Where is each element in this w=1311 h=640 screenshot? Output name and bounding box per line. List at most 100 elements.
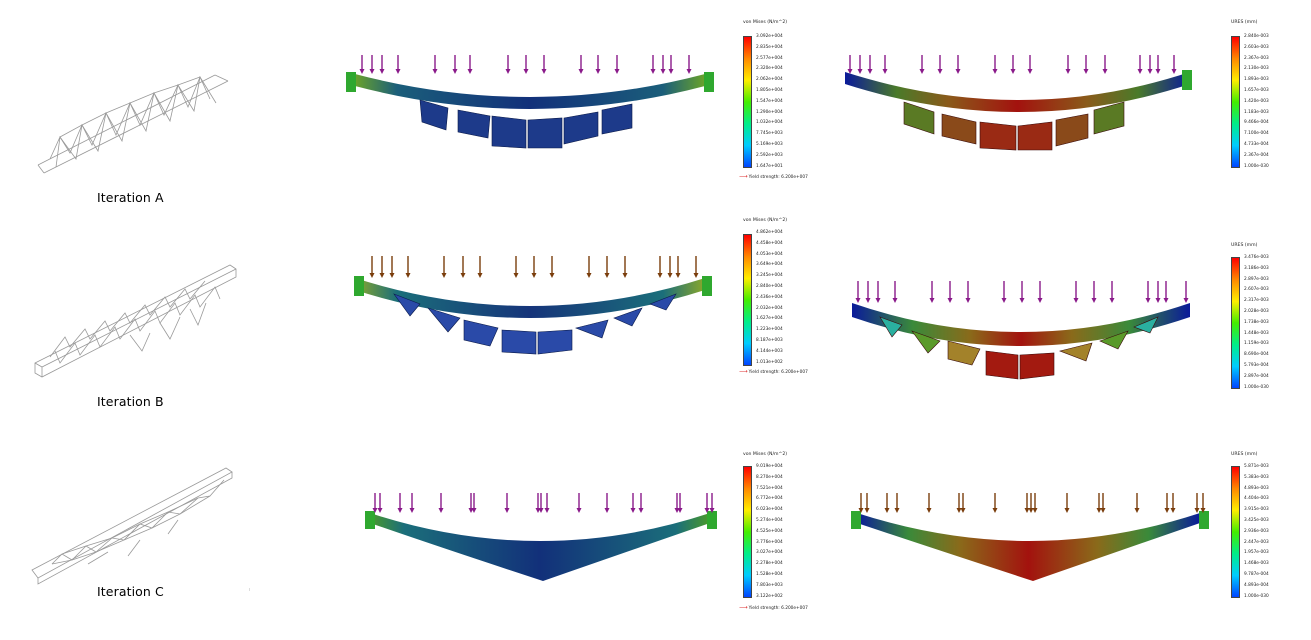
load-arrow-head xyxy=(956,508,962,513)
fixtures xyxy=(365,511,717,529)
displacement-plot-a xyxy=(845,55,1192,151)
legend-tick-label: 3.915e-003 xyxy=(1244,507,1269,513)
load-arrow-head xyxy=(1102,69,1108,74)
legend-tick-label: 2.367e-004 xyxy=(1244,152,1269,158)
legend-tick-label: 7.745e+003 xyxy=(756,131,783,137)
load-arrow-head xyxy=(538,508,544,513)
load-arrow-head xyxy=(1028,508,1034,513)
legend-tick-label: 5.274e+004 xyxy=(756,518,783,523)
load-arrow-head xyxy=(614,69,620,74)
load-arrow-head xyxy=(1147,69,1153,74)
load-arrow-head xyxy=(704,508,710,513)
iteration-c-thumbnail xyxy=(31,467,233,585)
displacement-legend-bar xyxy=(1231,466,1240,598)
load-arrow-head xyxy=(864,508,870,513)
load-arrow-head xyxy=(867,69,873,74)
load-arrow-head xyxy=(504,508,510,513)
stress-colorbar-c: von Mises (N/m^2) ⟶Yield strength: 6.200… xyxy=(739,452,808,611)
load-arrow-head xyxy=(882,69,888,74)
legend-tick-label: 8.187e+003 xyxy=(756,338,783,343)
legend-tick-label: 2.130e-003 xyxy=(1244,66,1269,72)
legend-tick-label: 2.936e-003 xyxy=(1244,528,1269,534)
iteration-b-thumbnail xyxy=(34,264,237,378)
load-arrow-head xyxy=(397,508,403,513)
legend-tick-label: 2.897e-003 xyxy=(1244,276,1269,282)
load-arrow-head xyxy=(377,508,383,513)
load-arrow-head xyxy=(441,273,447,278)
iteration-label: Iteration C xyxy=(97,584,164,599)
stress-plot-c xyxy=(365,493,717,581)
load-arrow-head xyxy=(960,508,966,513)
legend-tick-label: 2.592e+003 xyxy=(756,152,783,158)
load-arrows xyxy=(359,55,692,74)
legend-tick-label: 3.092e+004 xyxy=(756,34,783,39)
load-arrow-head xyxy=(477,273,483,278)
legend-tick-label: 4.893e-004 xyxy=(1244,582,1269,588)
legend-tick-label: 2.447e-003 xyxy=(1244,539,1269,545)
beam-shape xyxy=(852,303,1190,346)
load-arrow-head xyxy=(855,298,861,303)
load-arrow-head xyxy=(894,508,900,513)
load-arrow-head xyxy=(947,298,953,303)
legend-tick-label: 2.320e+004 xyxy=(756,66,783,72)
legend-tick-label: 6.023e+004 xyxy=(756,507,783,513)
legend-tick-label: 6.772e+004 xyxy=(756,496,783,502)
load-arrow-head xyxy=(544,508,550,513)
load-arrow-head xyxy=(630,508,636,513)
fixtures xyxy=(1182,70,1192,90)
legend-tick-label: 3.476e-003 xyxy=(1244,255,1269,260)
load-arrow-head xyxy=(1170,508,1176,513)
load-arrow-head xyxy=(686,69,692,74)
load-arrow-head xyxy=(369,69,375,74)
load-arrow-head xyxy=(660,69,666,74)
load-arrow-head xyxy=(1096,508,1102,513)
load-arrow-head xyxy=(467,69,473,74)
legend-tick-label: 1.647e+001 xyxy=(756,163,783,169)
load-arrow-head xyxy=(372,508,378,513)
load-arrow-head xyxy=(1109,298,1115,303)
legend-tick-label: 3.186e-003 xyxy=(1244,265,1269,271)
load-arrow-head xyxy=(892,298,898,303)
legend-tick-label: 2.577e+004 xyxy=(756,55,783,61)
load-arrow-head xyxy=(1010,69,1016,74)
load-arrow-head xyxy=(549,273,555,278)
legend-tick-label: 8.270e+004 xyxy=(756,474,783,480)
legend-tick-label: 3.776e+004 xyxy=(756,539,783,545)
divider xyxy=(249,588,250,591)
legend-tick-label: 2.367e-003 xyxy=(1244,55,1269,61)
legend-tick-label: 2.436e+004 xyxy=(756,294,783,300)
load-arrow-head xyxy=(1163,298,1169,303)
beam-shape xyxy=(845,72,1190,112)
load-arrow-head xyxy=(650,69,656,74)
iteration-a-thumbnail xyxy=(37,74,229,174)
legend-tick-label: 3.425e-003 xyxy=(1244,518,1269,523)
load-arrows xyxy=(858,493,1206,513)
load-arrow-head xyxy=(1027,69,1033,74)
legend-tick-label: 4.733e-004 xyxy=(1244,142,1269,147)
legend-tick-label: 7.100e-004 xyxy=(1244,131,1269,137)
legend-tick-label: 5.383e-003 xyxy=(1244,474,1269,480)
load-arrow-head xyxy=(937,69,943,74)
load-arrow-head xyxy=(1183,298,1189,303)
stress-colorbar-a: von Mises (N/m^2) ⟶Yield strength: 6.200… xyxy=(739,20,808,180)
load-arrow-head xyxy=(471,508,477,513)
load-arrow-head xyxy=(505,69,511,74)
legend-tick-label: 1.013e+002 xyxy=(756,359,783,365)
load-arrow-head xyxy=(857,69,863,74)
legend-tick-label: 1.528e+004 xyxy=(756,572,783,577)
legend-tick-label: 1.032e+004 xyxy=(756,120,783,126)
load-arrow-head xyxy=(638,508,644,513)
legend-tick-label: 9.466e-004 xyxy=(1244,120,1269,126)
load-arrow-head xyxy=(884,508,890,513)
legend-tick-label: 4.458e+004 xyxy=(756,240,783,246)
load-arrows xyxy=(847,55,1177,74)
legend-tick-label: 3.122e+002 xyxy=(756,593,783,599)
load-arrow-head xyxy=(926,508,932,513)
load-arrow-head xyxy=(379,273,385,278)
load-arrow-head xyxy=(668,69,674,74)
legend-tick-label: 9.787e-004 xyxy=(1244,572,1269,577)
load-arrow-head xyxy=(438,508,444,513)
displacement-colorbar-a: URES (mm) 2.840e-003 2.603e-003 2.367e-003… xyxy=(1231,20,1269,169)
stress-colorbar-b: von Mises (N/m^2) ⟶Yield strength: 6.200… xyxy=(739,218,808,375)
load-arrow-head xyxy=(379,69,385,74)
